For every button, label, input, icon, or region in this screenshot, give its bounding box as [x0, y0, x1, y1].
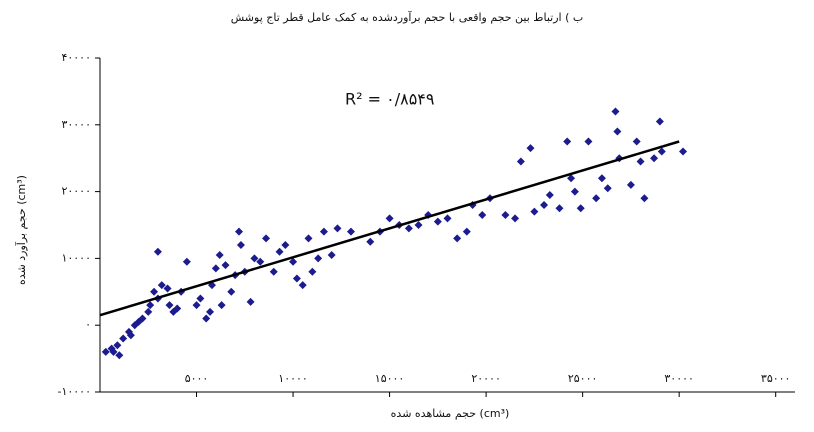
point — [101, 347, 110, 356]
point — [545, 190, 554, 199]
point — [256, 257, 265, 266]
x-tick-label: ۵۰۰۰ — [185, 372, 209, 385]
point — [281, 241, 290, 250]
point — [511, 214, 520, 223]
point — [626, 180, 635, 189]
point — [165, 301, 174, 310]
point — [250, 254, 259, 263]
point — [453, 234, 462, 243]
point — [215, 251, 224, 260]
point — [304, 234, 313, 243]
point — [597, 174, 606, 183]
point — [134, 317, 143, 326]
x-tick-label: ۳۵۰۰۰ — [761, 372, 791, 385]
point — [206, 307, 215, 316]
point — [269, 267, 278, 276]
point — [385, 214, 394, 223]
x-tick-label: ۱۵۰۰۰ — [375, 372, 405, 385]
point — [657, 147, 666, 156]
point — [592, 194, 601, 203]
point — [119, 334, 128, 343]
point — [603, 184, 612, 193]
point — [236, 241, 245, 250]
point — [221, 261, 230, 270]
chart-title: ب ) ارتباط بین حجم واقعی با حجم برآوردشد… — [231, 10, 583, 24]
point — [144, 307, 153, 316]
point — [366, 237, 375, 246]
point — [182, 257, 191, 266]
point — [613, 127, 622, 136]
y-axis-label: حجم برآورد شده (cm³) — [14, 175, 28, 285]
point — [570, 187, 579, 196]
point — [113, 341, 122, 350]
x-tick-label: ۳۰۰۰۰ — [664, 372, 694, 385]
y-tick-label: ۴۰۰۰۰ — [61, 51, 91, 64]
point — [262, 234, 271, 243]
point — [501, 210, 510, 219]
point — [655, 117, 664, 126]
point — [196, 294, 205, 303]
point — [462, 227, 471, 236]
point — [169, 307, 178, 316]
x-tick-label: ۲۰۰۰۰ — [471, 372, 501, 385]
point — [314, 254, 323, 263]
point — [319, 227, 328, 236]
point — [217, 301, 226, 310]
point — [298, 281, 307, 290]
y-tick-label: -۱۰۰۰۰ — [57, 385, 91, 398]
point — [414, 221, 423, 229]
point — [567, 174, 576, 183]
point — [227, 287, 236, 296]
x-axis-label: حجم مشاهده شده (cm³) — [391, 407, 510, 420]
point — [404, 224, 413, 233]
point — [632, 137, 641, 146]
point — [109, 347, 118, 356]
point — [611, 107, 620, 116]
point — [246, 297, 255, 306]
y-tick-label: ۱۰۰۰۰ — [61, 251, 91, 264]
point — [327, 251, 336, 260]
trendline — [99, 140, 680, 317]
point — [150, 287, 159, 296]
x-tick-label: ۲۵۰۰۰ — [568, 372, 598, 385]
point — [433, 217, 442, 226]
annotation: R² = ۰/۸۵۴۹ — [345, 90, 434, 109]
point — [346, 227, 355, 236]
point — [478, 210, 487, 219]
y-tick-label: ۲۰۰۰۰ — [61, 185, 91, 198]
point — [636, 157, 645, 166]
point — [275, 247, 284, 256]
point — [153, 247, 162, 256]
point — [333, 224, 342, 233]
point — [526, 144, 535, 153]
point — [650, 154, 659, 163]
point — [235, 227, 243, 236]
point — [115, 351, 124, 360]
point — [163, 284, 172, 293]
y-tick-label: ۰ — [85, 318, 91, 331]
point — [308, 267, 317, 276]
point — [202, 314, 211, 323]
point — [555, 204, 564, 213]
point — [292, 274, 301, 283]
x-tick-label: ۱۰۰۰۰ — [278, 372, 308, 385]
point — [563, 137, 572, 146]
point — [146, 301, 155, 310]
point — [192, 301, 201, 310]
y-tick-label: ۳۰۰۰۰ — [61, 118, 91, 131]
point — [679, 147, 688, 156]
point — [516, 157, 525, 166]
point — [530, 207, 539, 216]
point — [157, 281, 166, 290]
point — [540, 200, 549, 209]
point — [640, 194, 649, 203]
point — [126, 331, 135, 340]
point — [443, 214, 452, 223]
point — [289, 257, 298, 266]
point — [584, 137, 593, 146]
point — [576, 204, 585, 213]
point — [211, 264, 220, 273]
